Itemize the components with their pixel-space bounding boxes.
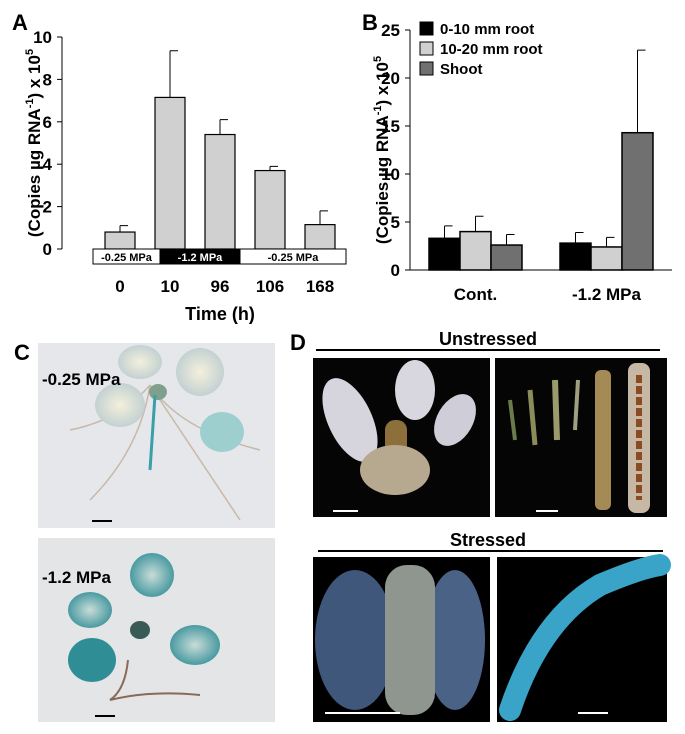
photo-header: Unstressed	[439, 329, 537, 349]
error-bar	[319, 210, 328, 225]
x-tick-label: 0	[115, 277, 124, 296]
y-axis-label-part: ) x 10	[373, 62, 392, 105]
legend-label: 0-10 mm root	[440, 21, 534, 38]
legend-swatch	[419, 61, 434, 76]
scale-bar	[325, 712, 400, 714]
y-tick-label: 10	[381, 165, 400, 184]
error-bar	[575, 232, 584, 244]
treatment-band	[239, 248, 347, 265]
x-axis-label: Time (h)	[185, 304, 255, 324]
scale-bar	[536, 510, 558, 512]
seedling	[69, 345, 261, 521]
error-bar	[444, 225, 453, 239]
bar	[104, 231, 136, 250]
error-bar	[506, 233, 515, 246]
legend-label: Shoot	[440, 61, 483, 78]
scale-bar	[95, 715, 115, 717]
legend-label: 10-20 mm root	[440, 41, 543, 58]
bar	[559, 242, 592, 271]
scale-bar	[333, 510, 358, 512]
error-bar	[119, 225, 128, 233]
y-tick-label: 6	[43, 113, 52, 132]
y-tick-label: 4	[43, 155, 53, 174]
error-bar	[269, 165, 278, 171]
scale-bar	[578, 712, 608, 714]
bar	[490, 244, 523, 271]
panel-label: D	[290, 330, 306, 355]
x-tick-label: Cont.	[454, 285, 497, 304]
legend-swatch	[419, 41, 434, 56]
y-axis-label: (Copies µg RNA-1) x 105	[24, 49, 44, 237]
x-tick-label: 96	[211, 277, 230, 296]
y-axis-label-part: (Copies µg RNA	[373, 115, 392, 244]
y-tick-label: 8	[43, 70, 52, 89]
x-tick-label: 10	[161, 277, 180, 296]
silique	[499, 554, 671, 721]
siliques	[508, 363, 650, 513]
y-tick-label: 15	[381, 117, 400, 136]
treatment-label: -0.25 MPa	[101, 252, 153, 264]
panel-label: A	[12, 10, 28, 35]
x-tick-label: 168	[306, 277, 334, 296]
y-axis-label-part: ) x 10	[25, 55, 44, 98]
y-tick-label: 25	[381, 21, 400, 40]
panel-label: B	[362, 10, 378, 35]
error-bar	[606, 236, 615, 247]
bar	[304, 224, 336, 250]
error-bar	[219, 119, 228, 135]
y-axis-label-part: -1	[24, 99, 36, 109]
y-axis-label-part: -1	[372, 106, 384, 116]
y-tick-label: 2	[43, 198, 52, 217]
bar	[154, 96, 186, 250]
photo-header: Stressed	[450, 530, 526, 550]
y-axis-label-part: 5	[24, 49, 36, 55]
bar	[254, 169, 286, 250]
y-axis-label-part: 5	[372, 56, 384, 62]
y-tick-label: 5	[391, 213, 400, 232]
bar	[459, 230, 492, 271]
y-tick-label: 0	[43, 240, 52, 259]
x-tick-label: -1.2 MPa	[572, 285, 642, 304]
treatment-label: -1.2 MPa	[178, 252, 224, 264]
legend-swatch	[419, 21, 434, 36]
error-bar	[169, 50, 178, 98]
bar	[204, 133, 236, 250]
photo-label: -1.2 MPa	[42, 568, 112, 587]
y-tick-label: 0	[391, 261, 400, 280]
error-bar	[475, 215, 484, 232]
flower	[315, 565, 485, 715]
y-tick-label: 10	[33, 28, 52, 47]
x-tick-label: 106	[256, 277, 284, 296]
photo-label: -0.25 MPa	[42, 370, 121, 389]
bar	[590, 246, 623, 271]
error-bar	[637, 49, 646, 133]
treatment-label: -0.25 MPa	[268, 252, 320, 264]
scale-bar	[92, 520, 112, 522]
bar	[428, 237, 461, 271]
y-tick-label: 20	[381, 69, 400, 88]
flower	[322, 360, 476, 495]
panel-label: C	[14, 340, 30, 365]
y-axis-label: (Copies µg RNA-1) x 105	[372, 56, 392, 244]
y-axis-label-part: (Copies µg RNA	[25, 108, 44, 237]
seedling	[68, 553, 220, 701]
bar	[621, 131, 654, 271]
